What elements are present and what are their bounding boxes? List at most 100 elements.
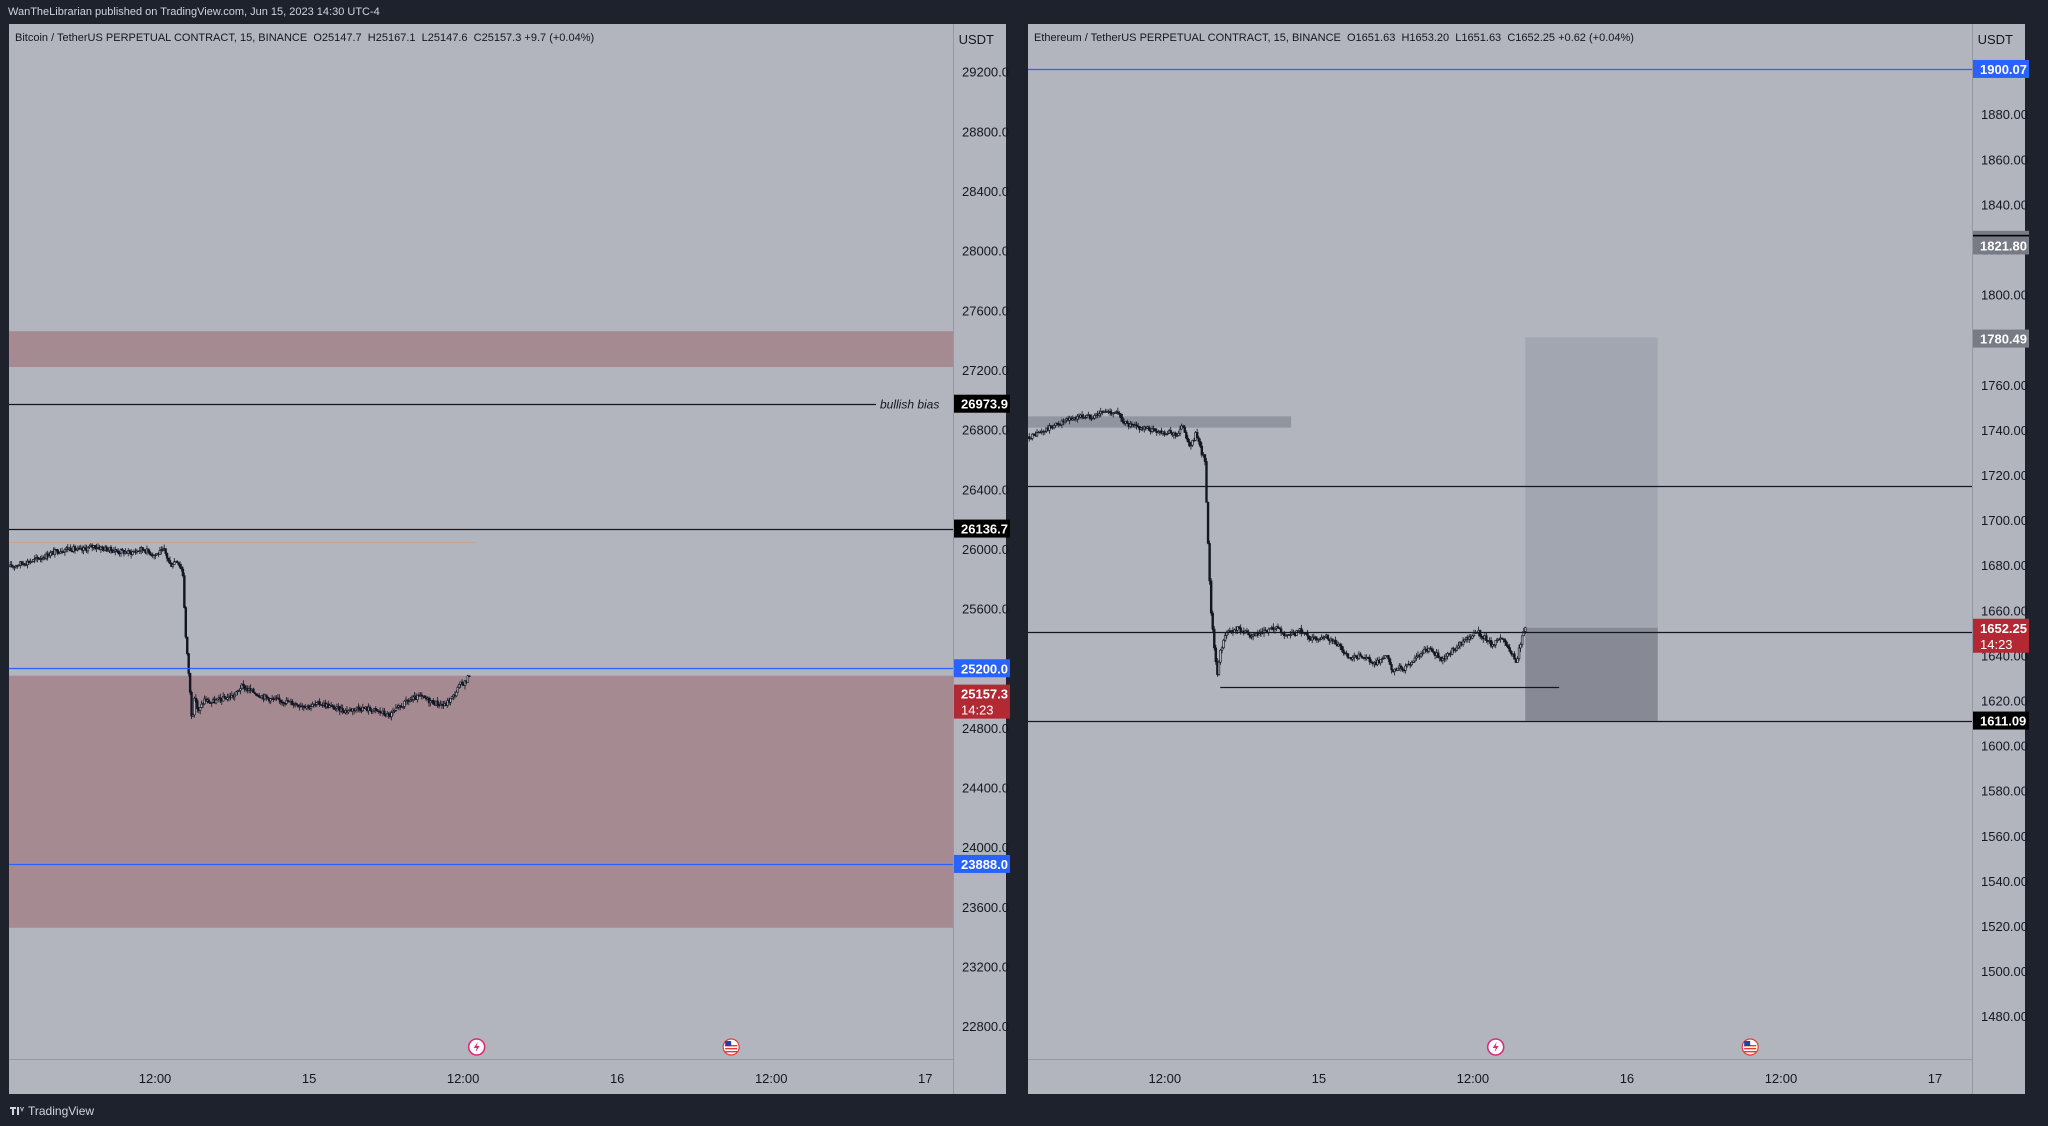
zone-rect — [9, 675, 953, 928]
y-tick-label: 1660.00 — [1981, 603, 2028, 618]
candle-body — [1214, 647, 1218, 663]
candle-body — [1059, 424, 1062, 426]
y-tick-label: 26800.0 — [962, 423, 1009, 438]
y-tick-label: 1600.00 — [1981, 739, 2028, 754]
last-price-label: 1652.25 — [1980, 621, 2027, 636]
candle-body — [198, 707, 202, 711]
level-price-label-bg — [1973, 711, 2029, 730]
btc-change: +9.7 (+0.04%) — [524, 32, 595, 44]
y-tick-label: 28800.0 — [962, 124, 1009, 139]
candle-body — [1250, 635, 1253, 638]
candle-body — [1219, 649, 1222, 663]
candle-body — [1522, 631, 1525, 637]
candle-body — [1199, 441, 1202, 447]
candle-body — [1359, 653, 1362, 657]
time-axis[interactable] — [1028, 1059, 1972, 1094]
candle-body — [183, 575, 186, 608]
candle-body — [1181, 425, 1185, 428]
tradingview-logo-icon — [10, 1107, 24, 1115]
y-tick-label: 24400.0 — [962, 781, 1009, 796]
candle-body — [86, 547, 90, 552]
price-axis[interactable] — [1972, 24, 2025, 1094]
candle-body — [210, 702, 213, 704]
candle-body — [1351, 657, 1354, 660]
y-tick-label: 1500.00 — [1981, 964, 2028, 979]
candle-body — [291, 700, 294, 706]
candle-body — [173, 561, 176, 565]
event-flash-icon[interactable] — [1486, 1038, 1505, 1056]
countdown-label: 14:23 — [961, 703, 994, 718]
candle-body — [1195, 432, 1199, 439]
candle-body — [1340, 645, 1343, 651]
footer-bar: TradingView — [0, 1096, 2048, 1126]
candle-body — [409, 699, 412, 702]
candle-body — [1506, 645, 1510, 648]
candle-body — [1441, 658, 1445, 661]
candle-body — [32, 559, 35, 562]
candle-body — [141, 547, 144, 550]
candle-body — [148, 551, 152, 555]
candle-body — [278, 697, 281, 701]
candle-body — [1502, 638, 1505, 641]
y-tick-label: 22800.0 — [962, 1019, 1009, 1034]
candle-body — [456, 687, 459, 693]
candle-body — [1043, 430, 1046, 433]
candle-body — [403, 700, 406, 707]
candle-body — [147, 548, 150, 553]
candle-body — [255, 693, 258, 696]
candle-body — [1191, 440, 1194, 446]
price-axis[interactable] — [953, 24, 1006, 1094]
axis-price-label: 1821.80 — [1980, 238, 2027, 253]
candle-body — [1180, 425, 1183, 430]
candle-body — [1382, 657, 1385, 660]
y-tick-label: 28000.0 — [962, 244, 1009, 259]
candle-body — [177, 562, 180, 565]
candle-body — [1387, 655, 1390, 660]
candle-body — [1384, 655, 1387, 659]
candle-body — [216, 698, 219, 701]
candle-body — [1457, 645, 1460, 649]
candle-body — [106, 549, 110, 552]
event-flag-stripe — [1744, 1048, 1757, 1050]
candle-body — [1205, 461, 1208, 503]
time-axis[interactable] — [9, 1059, 953, 1094]
level-price-label: 23888.0 — [961, 857, 1008, 872]
y-tick-label: 1520.00 — [1981, 919, 2028, 934]
candle-body — [1478, 630, 1482, 637]
candle-body — [1461, 640, 1465, 645]
candle-body — [1222, 639, 1225, 649]
candle-body — [1237, 626, 1241, 629]
candle-body — [1326, 634, 1329, 640]
eth-chart-panel[interactable]: 1480.00 1500.00 1520.00 1540.00 1560.00 1580.… — [1028, 24, 2041, 1094]
candle-body — [69, 547, 72, 552]
candle-body — [1311, 636, 1314, 641]
candle-body — [1427, 647, 1431, 652]
event-us-flag-icon[interactable] — [1741, 1038, 1759, 1056]
eth-chart-svg[interactable]: 1480.00 1500.00 1520.00 1540.00 1560.00 1580.… — [1028, 24, 2041, 1094]
event-flash-icon[interactable] — [467, 1038, 486, 1056]
candle-body — [1422, 648, 1426, 654]
btc-chart-panel[interactable]: bullish bias 22800.0 23200.0 23600.0 24000.0… — [9, 24, 1022, 1094]
tradingview-logo[interactable]: TradingView — [10, 1104, 94, 1118]
y-tick-label: 1840.00 — [1981, 197, 2028, 212]
x-tick-label: 16 — [610, 1071, 624, 1086]
y-tick-label: 1480.00 — [1981, 1009, 2028, 1024]
candle-body — [295, 703, 298, 706]
candle-body — [257, 695, 261, 698]
last-price-bg — [1973, 618, 2029, 653]
y-tick-label: 1800.00 — [1981, 288, 2028, 303]
candle-body — [1054, 422, 1057, 426]
event-us-flag-icon[interactable] — [722, 1038, 740, 1056]
candle-body — [311, 703, 314, 707]
candle-body — [1289, 634, 1292, 636]
candle-body — [1080, 414, 1084, 418]
candle-body — [1278, 627, 1281, 630]
candle-body — [82, 547, 85, 551]
candle-body — [1510, 651, 1513, 655]
candle-body — [309, 706, 313, 709]
candle-body — [1524, 627, 1527, 632]
btc-chart-svg[interactable]: bullish bias 22800.0 23200.0 23600.0 24000.0… — [9, 24, 1022, 1094]
candle-body — [138, 550, 141, 552]
plot-background[interactable] — [1028, 24, 1972, 1059]
candle-body — [233, 694, 236, 698]
